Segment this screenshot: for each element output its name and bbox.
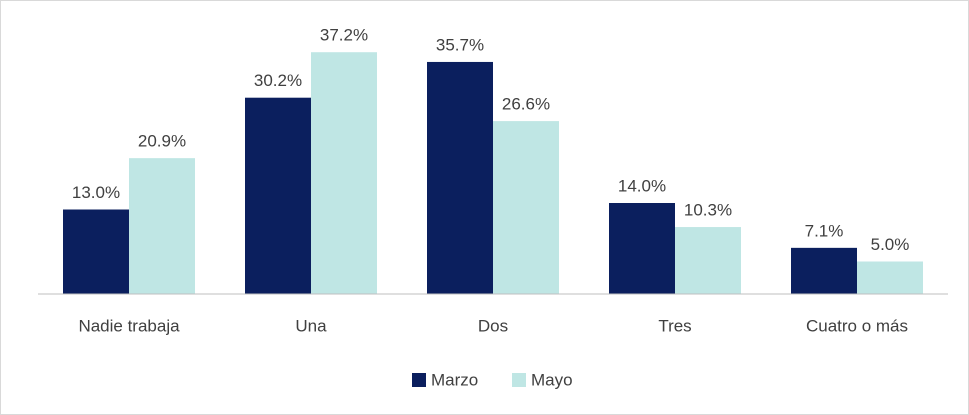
data-label: 5.0% <box>871 235 910 254</box>
data-label: 30.2% <box>254 71 302 90</box>
data-label: 13.0% <box>72 183 120 202</box>
x-tick-label: Tres <box>658 316 691 335</box>
data-label: 7.1% <box>805 221 844 240</box>
x-tick-label: Dos <box>478 316 508 335</box>
x-tick-label: Nadie trabaja <box>78 316 180 335</box>
bar <box>791 247 857 294</box>
data-label: 10.3% <box>684 201 732 220</box>
bar <box>493 121 559 294</box>
x-tick-label: Una <box>295 316 327 335</box>
data-label: 37.2% <box>320 26 368 45</box>
bar <box>857 261 923 294</box>
bar <box>675 227 741 294</box>
data-label: 20.9% <box>138 132 186 151</box>
data-label: 14.0% <box>618 176 666 195</box>
bar <box>609 203 675 294</box>
bar <box>427 61 493 295</box>
legend-swatch <box>412 373 426 387</box>
data-label: 35.7% <box>436 35 484 54</box>
legend-label: Marzo <box>431 370 478 389</box>
bar <box>245 97 311 294</box>
bar <box>311 52 377 295</box>
x-tick-label: Cuatro o más <box>806 316 908 335</box>
legend-swatch <box>512 373 526 387</box>
data-label: 26.6% <box>502 95 550 114</box>
bar <box>129 158 195 294</box>
legend-label: Mayo <box>531 370 573 389</box>
bar <box>63 209 129 294</box>
